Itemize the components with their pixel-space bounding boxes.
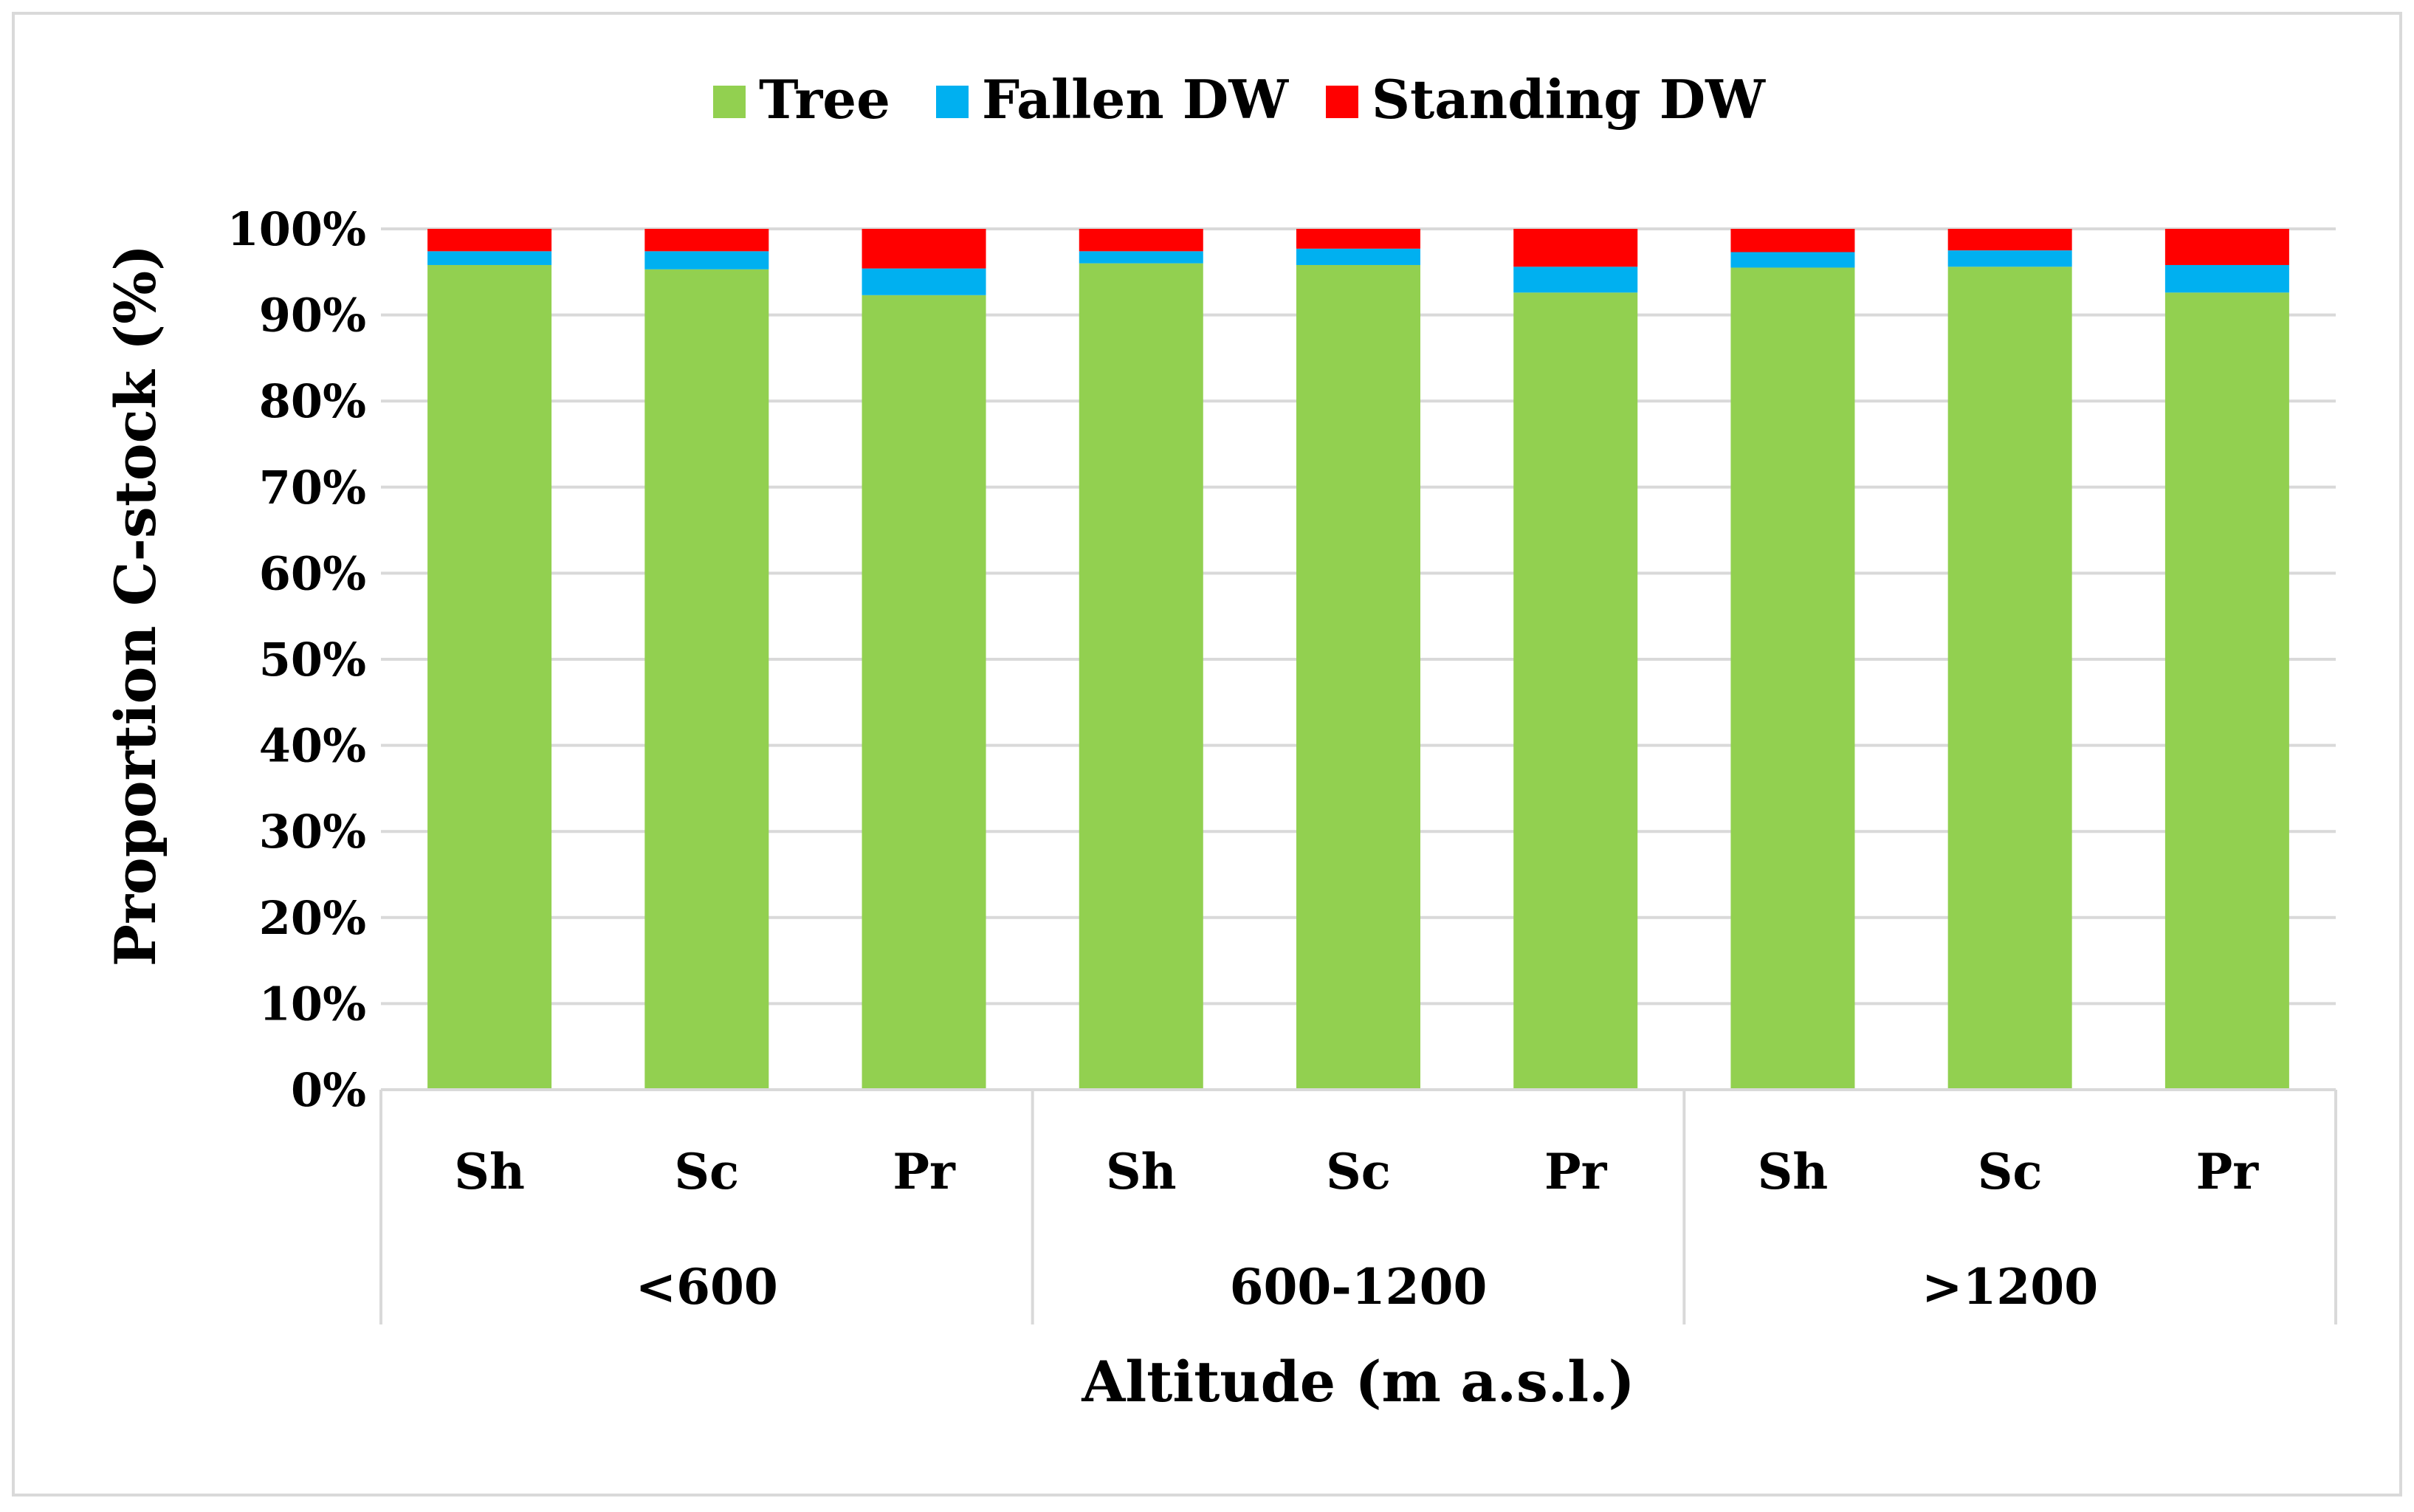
y-tick-label: 90%	[259, 289, 366, 343]
bar-tree	[427, 264, 552, 1090]
bar-standing-dw	[427, 229, 552, 252]
x-category-label: Sc	[1326, 1143, 1391, 1200]
y-tick-label: 40%	[259, 719, 366, 773]
bar-standing-dw	[1730, 229, 1855, 252]
x-category-label: Sh	[1106, 1143, 1177, 1200]
bar-fallen-dw	[1947, 250, 2072, 267]
y-tick-label: 80%	[259, 374, 366, 428]
legend-label: Tree	[759, 68, 890, 131]
x-axis: Sh Sc Pr <600 Sh Sc Pr 600-1200 Sh Sc Pr >1200	[379, 1088, 2337, 1324]
bar-standing-dw	[1296, 229, 1420, 249]
bar-tree	[1079, 263, 1203, 1090]
x-group-label: 600-1200	[1230, 1258, 1488, 1316]
bar-fallen-dw	[2164, 264, 2289, 293]
x-axis-title: Altitude (m a.s.l.)	[1081, 1349, 1634, 1415]
y-tick-label: 50%	[259, 633, 366, 687]
bar-standing-dw	[862, 229, 986, 269]
y-axis-ticks: 0% 10% 20% 30% 40% 50% 60% 70% 80% 90% 100%	[227, 202, 366, 1117]
x-category-label: Sc	[1978, 1143, 2043, 1200]
legend-label: Standing DW	[1372, 68, 1766, 131]
x-group-label: >1200	[1922, 1258, 2098, 1316]
bar-fallen-dw	[644, 251, 769, 269]
bar-standing-dw	[2164, 229, 2289, 265]
y-tick-label: 0%	[291, 1063, 366, 1117]
legend-label: Fallen DW	[982, 68, 1289, 131]
y-tick-label: 30%	[259, 805, 366, 859]
bar-fallen-dw	[1296, 248, 1420, 265]
bar-tree	[644, 269, 769, 1090]
bar-tree	[2164, 292, 2289, 1090]
bars	[427, 229, 2289, 1090]
x-category-label: Pr	[1544, 1143, 1608, 1200]
bar-fallen-dw	[427, 251, 552, 265]
bar-fallen-dw	[1079, 251, 1203, 264]
bar-tree	[862, 295, 986, 1090]
legend-swatch	[1326, 86, 1358, 118]
y-tick-label: 10%	[259, 977, 366, 1031]
y-tick-label: 60%	[259, 546, 366, 600]
x-category-label: Sc	[674, 1143, 739, 1200]
legend-swatch	[713, 86, 746, 118]
bar-fallen-dw	[1513, 267, 1638, 293]
legend: Tree Fallen DW Standing DW	[713, 68, 1766, 131]
y-tick-label: 20%	[259, 891, 366, 945]
x-category-label: Pr	[893, 1143, 956, 1200]
bar-tree	[1513, 292, 1638, 1090]
bar-standing-dw	[644, 229, 769, 252]
bar-fallen-dw	[1730, 252, 1855, 268]
y-tick-label: 70%	[259, 461, 366, 515]
y-axis-title: Proportion C-stock (%)	[103, 244, 168, 966]
bar-standing-dw	[1513, 229, 1638, 267]
y-tick-label: 100%	[227, 202, 366, 256]
bar-tree	[1947, 267, 2072, 1090]
bar-tree	[1730, 267, 1855, 1090]
x-category-label: Sh	[1758, 1143, 1829, 1200]
bar-tree	[1296, 264, 1420, 1090]
bar-standing-dw	[1947, 229, 2072, 251]
legend-swatch	[936, 86, 969, 118]
x-category-label: Sh	[454, 1143, 525, 1200]
x-group-label: <600	[636, 1258, 778, 1316]
bar-standing-dw	[1079, 229, 1203, 252]
bar-fallen-dw	[862, 268, 986, 295]
x-category-label: Pr	[2196, 1143, 2260, 1200]
